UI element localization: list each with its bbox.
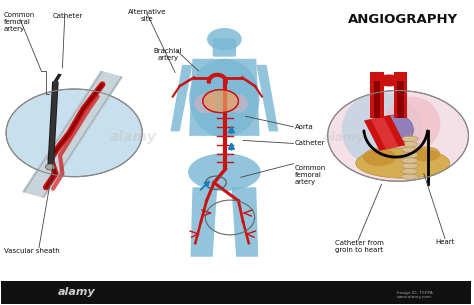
Text: Common
femoral
artery: Common femoral artery <box>295 165 326 185</box>
Text: Heart: Heart <box>435 239 455 245</box>
Ellipse shape <box>412 146 440 162</box>
Ellipse shape <box>356 148 450 178</box>
Text: alamy: alamy <box>58 287 95 297</box>
Circle shape <box>203 90 238 113</box>
Polygon shape <box>189 59 260 136</box>
Polygon shape <box>256 65 278 131</box>
Polygon shape <box>374 81 380 118</box>
Polygon shape <box>48 81 58 166</box>
Ellipse shape <box>401 163 418 169</box>
Ellipse shape <box>194 94 217 113</box>
Text: Common
femoral
artery: Common femoral artery <box>4 12 35 32</box>
Polygon shape <box>364 115 405 151</box>
Ellipse shape <box>227 94 248 113</box>
Text: alamy: alamy <box>109 131 156 144</box>
Polygon shape <box>231 187 258 257</box>
Text: Aorta: Aorta <box>295 124 313 130</box>
Circle shape <box>207 28 242 50</box>
Text: alamy: alamy <box>323 131 365 144</box>
Ellipse shape <box>401 136 418 142</box>
Text: Image ID: T5FPA
www.alamy.com: Image ID: T5FPA www.alamy.com <box>397 291 432 300</box>
Ellipse shape <box>401 152 418 158</box>
Ellipse shape <box>378 115 413 145</box>
Ellipse shape <box>363 148 396 166</box>
Polygon shape <box>370 72 384 118</box>
Polygon shape <box>54 74 62 82</box>
Polygon shape <box>397 81 404 118</box>
Polygon shape <box>394 72 407 118</box>
Text: Catheter from
groin to heart: Catheter from groin to heart <box>335 240 383 253</box>
Polygon shape <box>371 117 399 149</box>
Ellipse shape <box>189 59 260 137</box>
Bar <box>1 281 471 303</box>
Ellipse shape <box>401 169 418 174</box>
Text: ANGIOGRAPHY: ANGIOGRAPHY <box>348 13 458 27</box>
Polygon shape <box>22 71 123 198</box>
Text: Brachial
artery: Brachial artery <box>154 48 182 61</box>
Ellipse shape <box>188 153 261 191</box>
Ellipse shape <box>401 158 418 163</box>
FancyBboxPatch shape <box>213 38 236 57</box>
Polygon shape <box>47 81 59 166</box>
Polygon shape <box>191 187 217 257</box>
Text: Alternative
site: Alternative site <box>128 9 166 22</box>
Ellipse shape <box>401 142 418 147</box>
Circle shape <box>6 89 142 177</box>
Circle shape <box>328 91 468 181</box>
Text: Catheter: Catheter <box>53 13 83 20</box>
Circle shape <box>46 164 55 170</box>
Polygon shape <box>170 65 192 131</box>
Ellipse shape <box>342 92 421 168</box>
Text: Vascular sheath: Vascular sheath <box>4 248 59 254</box>
Text: Catheter: Catheter <box>295 140 325 146</box>
Polygon shape <box>23 71 122 198</box>
Ellipse shape <box>401 147 418 152</box>
Ellipse shape <box>384 97 440 151</box>
Ellipse shape <box>401 174 418 179</box>
